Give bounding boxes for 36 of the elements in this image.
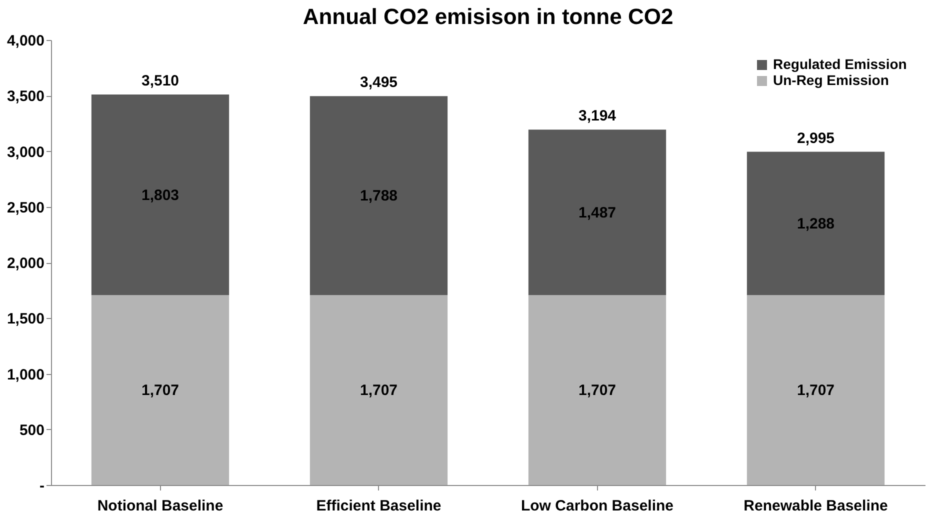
bar — [746, 295, 885, 485]
x-tick-label: Notional Baseline — [97, 498, 224, 514]
data-label: 1,707 — [141, 382, 180, 400]
total-label: 2,995 — [796, 130, 835, 147]
x-tick-label: Efficient Baseline — [316, 498, 442, 514]
x-tick-label: Renewable Baseline — [744, 498, 888, 514]
bar — [310, 295, 448, 485]
y-tick-label: 2,500 — [6, 199, 44, 216]
x-tick-label: Low Carbon Baseline — [520, 498, 674, 514]
data-label: 1,803 — [141, 186, 180, 204]
legend-label: Un-Reg Emission — [773, 72, 889, 88]
total-label: 3,495 — [360, 74, 398, 92]
total-label: 3,510 — [141, 72, 180, 90]
y-tick-label: 4,000 — [6, 32, 44, 50]
total-label: 3,194 — [578, 108, 617, 125]
y-tick-label: 500 — [19, 422, 44, 439]
data-label: 1,788 — [360, 188, 398, 205]
y-tick-label: 3,500 — [6, 88, 44, 106]
bar — [310, 96, 448, 296]
data-label: 1,707 — [360, 382, 398, 400]
y-tick-label: 1,500 — [6, 310, 44, 328]
y-tick-label: 2,000 — [6, 255, 44, 272]
y-tick-label: 3,000 — [6, 144, 44, 161]
bar — [528, 130, 666, 296]
data-label: 1,487 — [578, 204, 616, 222]
bar — [746, 152, 885, 296]
data-label: 1,288 — [796, 215, 835, 232]
y-tick-label: - — [40, 478, 44, 494]
legend-label: Regulated Emission — [773, 56, 907, 72]
y-tick-label: 1,000 — [6, 366, 44, 384]
bar — [91, 94, 230, 296]
bar — [91, 295, 230, 485]
chart-title: Annual CO2 emisison in tonne CO2 — [302, 4, 674, 29]
data-label: 1,707 — [796, 382, 835, 400]
data-label: 1,707 — [578, 382, 616, 400]
bar — [528, 295, 666, 485]
